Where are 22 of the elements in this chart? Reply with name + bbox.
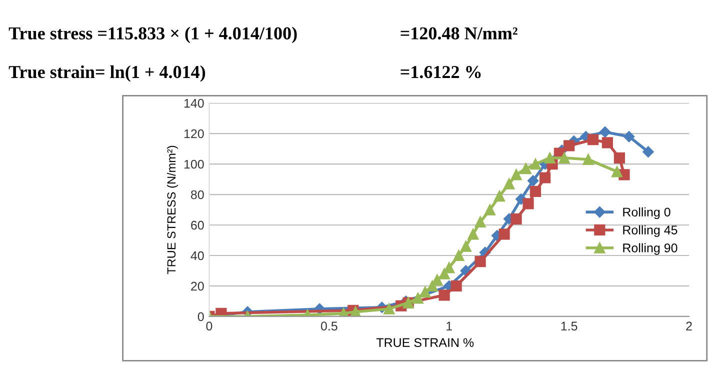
text: =1.6122 % [400,66,481,78]
x-tick-label: 1.5 [561,322,578,331]
y-tick-label: 20 [191,282,204,291]
legend-label: Rolling 0 [623,207,670,220]
text: =120.48 N/mm² [400,27,518,40]
y-tick-label: 100 [184,160,204,169]
x-tick-label: 0 [206,322,212,331]
y-tick-label: 140 [184,98,204,108]
x-tick-label: 2 [686,322,692,330]
y-tick-label: 120 [184,129,204,138]
text: True strain= ln(1 + 4.014) [8,65,206,82]
y-tick-label: 0 [198,312,204,322]
y-tick-label: 60 [191,220,204,230]
text: True stress =115.833 × (1 + 4.014/100) [8,26,297,44]
y-axis-title: TRUE STRESS (N/mm²) [166,146,178,274]
x-tick-label: 0.5 [320,322,338,331]
x-tick-label: 1 [446,322,452,330]
y-tick-label: 80 [190,190,204,200]
x-axis-title: TRUE STRAIN % [376,338,474,348]
legend-label: Rolling 90 [623,243,678,255]
y-tick-label: 40 [190,251,204,260]
legend-label: Rolling 45 [623,225,678,237]
